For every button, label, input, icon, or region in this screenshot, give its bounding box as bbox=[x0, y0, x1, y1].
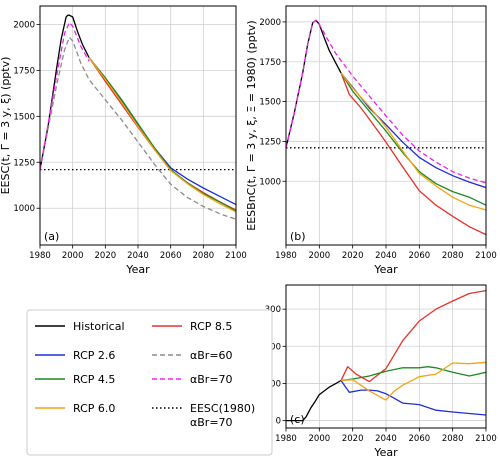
series-rcp-8-5 bbox=[88, 57, 236, 211]
y-axis-label: EESC(t, Γ = 3 y, ξ) (pptv) bbox=[0, 57, 12, 195]
x-axis-label: Year bbox=[125, 263, 150, 276]
y-tick-label: 100 bbox=[265, 379, 281, 389]
x-tick-label: 2020 bbox=[342, 251, 364, 261]
y-tick-label: 0 bbox=[276, 417, 281, 427]
x-tick-label: 2100 bbox=[475, 434, 497, 444]
x-tick-label: 1980 bbox=[275, 251, 297, 261]
x-tick-label: 2080 bbox=[193, 251, 215, 261]
series-rcp-2-6 bbox=[340, 380, 486, 416]
x-axis-label: Year bbox=[373, 263, 398, 276]
y-tick-label: 1750 bbox=[259, 58, 281, 68]
series-historical bbox=[40, 14, 90, 170]
panel-b: 1980 2000 2020 2040 2060 2080 2100 1000 1250 1500… bbox=[245, 5, 497, 276]
series-rcp-6-0 bbox=[340, 72, 486, 211]
y-tick-label: 1750 bbox=[13, 66, 35, 76]
series-historical bbox=[286, 19, 342, 148]
legend-label-rcp-2-6: RCP 2.6 bbox=[73, 349, 115, 362]
panel-label: (c) bbox=[290, 413, 305, 426]
series-br-70 bbox=[40, 21, 90, 170]
legend-label-br-60: αBr=60 bbox=[190, 349, 233, 362]
series-historical bbox=[286, 379, 342, 422]
y-tick-label: 2000 bbox=[13, 20, 35, 30]
legend-label-br-70: αBr=70 bbox=[190, 373, 233, 386]
x-tick-label: 2060 bbox=[409, 434, 431, 444]
x-tick-label: 2100 bbox=[225, 251, 247, 261]
x-tick-label: 2040 bbox=[375, 251, 397, 261]
x-tick-label: 2040 bbox=[375, 434, 397, 444]
series-rcp-6-0 bbox=[88, 57, 236, 213]
series-rcp-8-5 bbox=[340, 289, 486, 383]
x-tick-label: 2040 bbox=[127, 251, 149, 261]
panel-label: (b) bbox=[290, 230, 306, 243]
panel-label: (a) bbox=[44, 230, 59, 243]
x-tick-label: 1980 bbox=[29, 251, 51, 261]
x-tick-label: 2000 bbox=[62, 251, 84, 261]
x-tick-label: 1980 bbox=[275, 434, 297, 444]
series-rcp-8-5 bbox=[340, 72, 486, 236]
y-tick-label: 1000 bbox=[259, 177, 281, 187]
y-tick-label: 1500 bbox=[259, 98, 281, 108]
y-tick-label: 2000 bbox=[259, 18, 281, 28]
y-tick-label: 1500 bbox=[13, 112, 35, 122]
x-tick-label: 2060 bbox=[409, 251, 431, 261]
series-rcp-4-5 bbox=[340, 366, 486, 382]
x-axis-label: Year bbox=[373, 446, 398, 459]
legend-label-historical: Historical bbox=[73, 320, 125, 333]
y-tick-label: 1250 bbox=[13, 158, 35, 168]
x-tick-label: 2000 bbox=[309, 434, 331, 444]
y-tick-label: 300 bbox=[265, 305, 281, 315]
legend-label-rcp-6-0: RCP 6.0 bbox=[73, 402, 115, 415]
legend-label-rcp-8-5: RCP 8.5 bbox=[190, 320, 232, 333]
panel-c: 1980 2000 2020 2040 2060 2080 2100 0 100 200 300 Ye… bbox=[248, 284, 497, 459]
y-axis-label: EESBnC(t, Γ = 3 y, ξ, Ξ = 1980) (pptv) bbox=[245, 20, 258, 230]
y-tick-label: 1000 bbox=[13, 204, 35, 214]
series-rcp-2-6 bbox=[88, 57, 236, 206]
series-rcp-4-5 bbox=[88, 57, 236, 212]
series-br-70 bbox=[286, 19, 486, 184]
series-rcp-4-5 bbox=[340, 72, 486, 206]
x-tick-label: 2000 bbox=[309, 251, 331, 261]
legend: Historical RCP 8.5 RCP 2.6 αBr=60 RCP 4.5 αBr… bbox=[26, 309, 273, 456]
legend-label2-br-70: αBr=70 bbox=[190, 416, 233, 429]
x-tick-label: 2080 bbox=[442, 251, 464, 261]
x-tick-label: 2080 bbox=[442, 434, 464, 444]
x-tick-label: 2020 bbox=[95, 251, 117, 261]
y-tick-label: 1250 bbox=[259, 137, 281, 147]
legend-frame bbox=[26, 309, 273, 456]
series-br-60 bbox=[40, 36, 236, 220]
x-tick-label: 2060 bbox=[160, 251, 182, 261]
y-tick-label: 200 bbox=[265, 342, 281, 352]
legend-label-eesc-1980: EESC(1980) bbox=[190, 402, 255, 415]
x-tick-label: 2020 bbox=[342, 434, 364, 444]
x-tick-label: 2100 bbox=[475, 251, 497, 261]
panel-a: 1980 2000 2020 2040 2060 2080 2100 1000 1250 1500… bbox=[0, 5, 247, 276]
legend-label-rcp-4-5: RCP 4.5 bbox=[73, 373, 115, 386]
series-rcp-2-6 bbox=[340, 72, 486, 189]
series-rcp-6-0 bbox=[340, 361, 486, 401]
